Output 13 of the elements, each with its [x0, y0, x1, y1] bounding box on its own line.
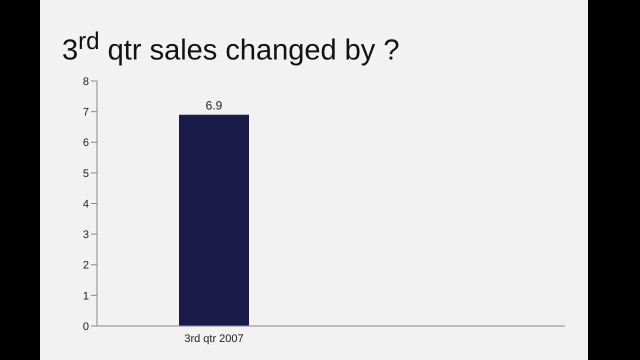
x-tick-label: 3rd qtr 2007 [184, 332, 244, 345]
y-tick-label: 3 [82, 229, 89, 242]
y-tick-label: 1 [82, 290, 89, 302]
slide-panel: 3$^{rd}$ qtr sales changed by ? 3rd qtr 2007 0 1 2 3 4 5 6 7 8 6.9 [40, 0, 588, 360]
y-tick-label: 5 [82, 168, 89, 180]
y-tick-label: 8 [82, 76, 89, 88]
y-tick-label: 6 [82, 137, 89, 150]
y-tick-label: 0 [82, 320, 89, 333]
data-label: 6.9 [206, 98, 223, 113]
y-tick-label: 7 [82, 106, 89, 119]
y-tick-label: 2 [82, 260, 89, 272]
y-tick-label: 4 [82, 198, 89, 210]
chart-title: 3$^{rd}$ qtr sales changed by ? [62, 28, 400, 68]
